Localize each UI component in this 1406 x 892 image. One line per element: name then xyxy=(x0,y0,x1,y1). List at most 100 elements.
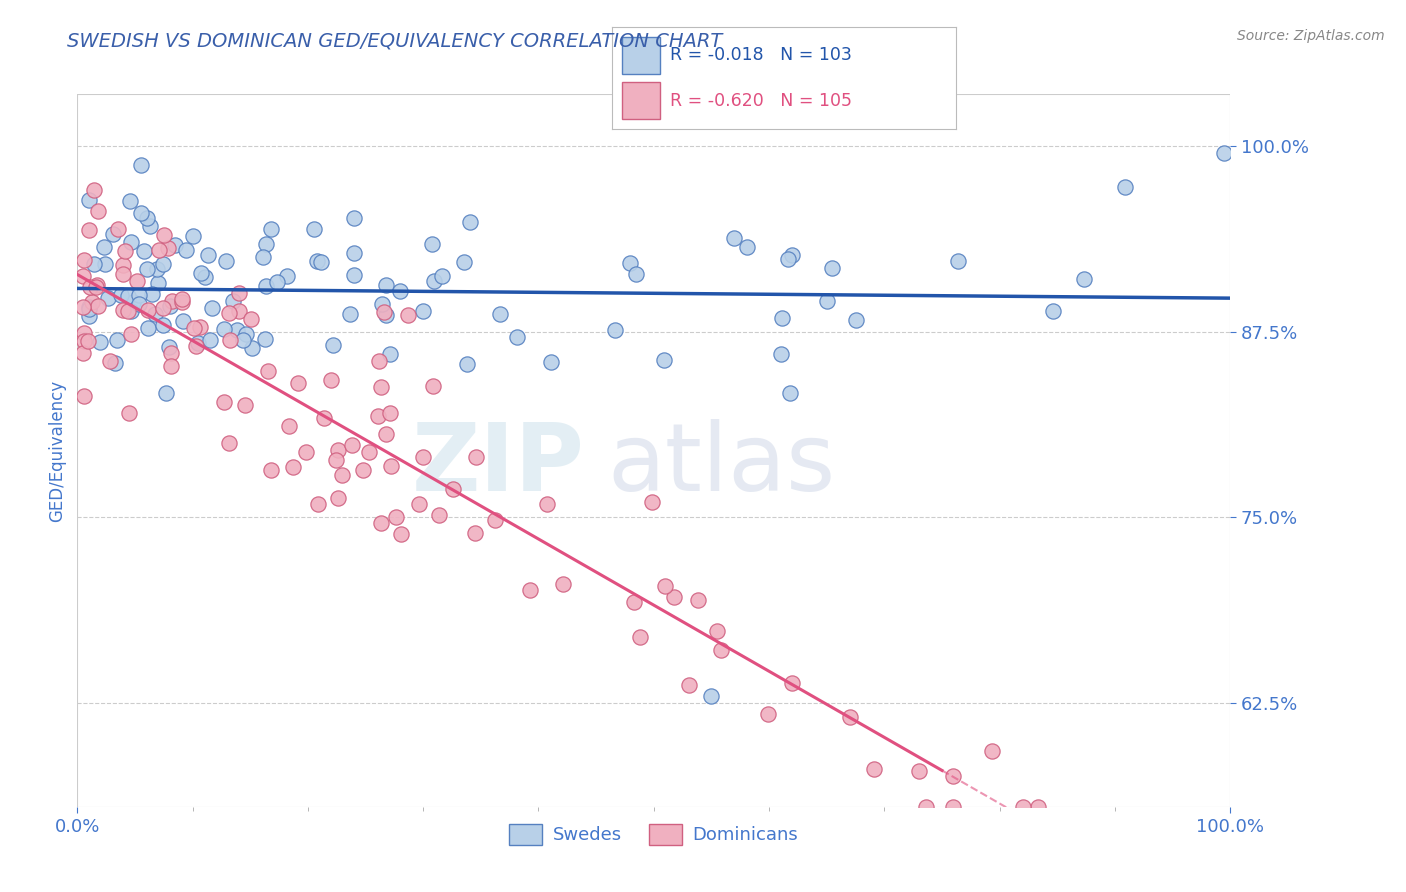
Point xyxy=(374,278,396,293)
Text: SWEDISH VS DOMINICAN GED/EQUIVALENCY CORRELATION CHART: SWEDISH VS DOMINICAN GED/EQUIVALENCY COR… xyxy=(67,31,723,50)
Point xyxy=(302,222,325,236)
Point xyxy=(183,321,205,335)
Text: atlas: atlas xyxy=(607,418,837,511)
Point xyxy=(776,252,799,266)
Point xyxy=(233,398,256,412)
Point xyxy=(340,438,363,452)
Point xyxy=(780,676,803,690)
Point xyxy=(188,320,211,334)
Point xyxy=(488,307,510,321)
Point xyxy=(201,301,224,316)
Point xyxy=(314,411,336,425)
Point xyxy=(222,293,245,308)
Point xyxy=(112,303,135,318)
Point xyxy=(232,334,254,348)
Point xyxy=(863,762,886,776)
Bar xyxy=(621,82,659,119)
Point xyxy=(276,268,298,283)
Point xyxy=(127,274,149,288)
Point xyxy=(93,240,115,254)
Point xyxy=(218,306,240,320)
Point xyxy=(326,442,349,457)
Point xyxy=(103,227,125,242)
Point xyxy=(146,262,169,277)
Point xyxy=(456,358,478,372)
Point xyxy=(194,269,217,284)
Point xyxy=(343,246,366,260)
Point xyxy=(135,262,157,277)
Point xyxy=(136,302,159,317)
Point xyxy=(339,307,361,321)
Point xyxy=(1011,800,1033,814)
Point xyxy=(112,267,135,281)
Point xyxy=(770,311,793,326)
Point xyxy=(619,256,641,270)
Point xyxy=(174,243,197,257)
Point xyxy=(146,277,169,291)
Point xyxy=(839,709,862,723)
Point xyxy=(254,279,277,293)
Point xyxy=(87,299,110,313)
Point xyxy=(160,359,183,373)
Point xyxy=(464,526,486,541)
Point xyxy=(710,642,733,657)
Point xyxy=(219,333,242,347)
Point xyxy=(375,308,398,322)
Point xyxy=(652,352,675,367)
Point xyxy=(77,194,100,208)
Point xyxy=(152,318,174,333)
Point xyxy=(152,257,174,271)
Point xyxy=(80,295,103,310)
Point xyxy=(197,248,219,262)
Point xyxy=(343,268,366,282)
Point xyxy=(821,261,844,276)
Point xyxy=(139,219,162,233)
Point xyxy=(135,211,157,225)
Point xyxy=(322,337,344,351)
Point xyxy=(1114,179,1136,194)
Point xyxy=(1026,800,1049,814)
Point xyxy=(277,419,299,434)
Text: ZIP: ZIP xyxy=(412,418,585,511)
Point xyxy=(1213,146,1236,161)
Point xyxy=(212,322,235,336)
Point xyxy=(723,230,745,244)
Point xyxy=(105,333,128,347)
Point xyxy=(384,510,406,524)
Point xyxy=(83,258,105,272)
Point xyxy=(252,250,274,264)
Point xyxy=(72,346,94,360)
Point xyxy=(981,744,1004,758)
Point xyxy=(79,280,101,294)
Point xyxy=(371,297,394,311)
Point xyxy=(73,326,96,341)
Point xyxy=(156,241,179,255)
Point xyxy=(309,255,332,269)
Point xyxy=(228,304,250,318)
Point xyxy=(141,287,163,301)
Point xyxy=(212,395,235,409)
Point xyxy=(287,376,309,391)
Point xyxy=(172,314,194,328)
Point xyxy=(378,406,401,420)
Point xyxy=(159,299,181,313)
Point xyxy=(117,289,139,303)
Point xyxy=(908,764,931,778)
Point xyxy=(368,353,391,368)
Point xyxy=(815,294,838,309)
Point xyxy=(148,243,170,257)
Point xyxy=(374,426,396,441)
Point xyxy=(257,364,280,378)
Point xyxy=(186,339,208,353)
Point xyxy=(678,678,700,692)
Point xyxy=(330,468,353,483)
Point xyxy=(756,706,779,721)
Point xyxy=(121,294,143,309)
Point xyxy=(942,769,965,783)
Point xyxy=(624,267,647,281)
Point xyxy=(396,308,419,322)
Point xyxy=(254,332,277,346)
Point xyxy=(412,304,434,318)
Point xyxy=(352,463,374,477)
Point xyxy=(117,303,139,318)
